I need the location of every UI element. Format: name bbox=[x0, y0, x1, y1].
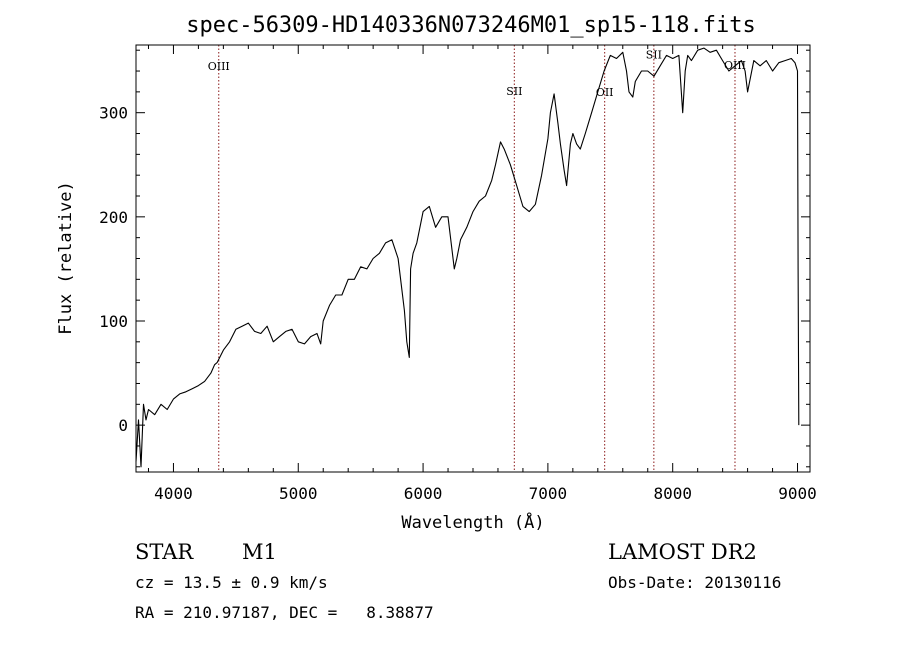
object-class: STAR bbox=[135, 540, 194, 564]
y-axis: 0 100 200 300 bbox=[99, 49, 810, 468]
x-tick-label-3: 7000 bbox=[529, 484, 568, 503]
y-axis-label: Flux (relative) bbox=[56, 181, 76, 335]
plot-frame bbox=[135, 44, 811, 473]
x-tick-label-5: 9000 bbox=[778, 484, 817, 503]
spectrum-line bbox=[135, 47, 800, 468]
x-tick-label-1: 5000 bbox=[279, 484, 318, 503]
annotation-label-2: OII bbox=[596, 86, 614, 99]
obs-date: Obs-Date: 20130116 bbox=[608, 573, 782, 592]
object-subclass: M1 bbox=[242, 540, 277, 564]
x-axis: 4000 5000 6000 7000 8000 9000 bbox=[147, 45, 817, 503]
annotation-label-1: SII bbox=[506, 85, 522, 98]
annotation-label-3: SII bbox=[646, 49, 662, 62]
y-tick-label-3: 300 bbox=[99, 104, 128, 123]
coordinates-readout: RA = 210.97187, DEC = 8.38877 bbox=[135, 603, 434, 622]
x-axis-label: Wavelength (Å) bbox=[401, 511, 544, 533]
y-tick-label-0: 0 bbox=[118, 416, 128, 435]
y-tick-label-1: 100 bbox=[99, 312, 128, 331]
redshift-readout: cz = 13.5 ± 0.9 km/s bbox=[135, 573, 328, 592]
y-tick-label-2: 200 bbox=[99, 208, 128, 227]
annotation-label-0: OIII bbox=[208, 60, 230, 73]
spectrum-chart: spec-56309-HD140336N073246M01_sp15-118.f… bbox=[56, 13, 817, 533]
x-tick-label-4: 8000 bbox=[653, 484, 692, 503]
chart-title: spec-56309-HD140336N073246M01_sp15-118.f… bbox=[186, 13, 756, 38]
survey-name: LAMOST DR2 bbox=[608, 540, 757, 564]
x-tick-label-0: 4000 bbox=[154, 484, 193, 503]
x-tick-label-2: 6000 bbox=[404, 484, 443, 503]
